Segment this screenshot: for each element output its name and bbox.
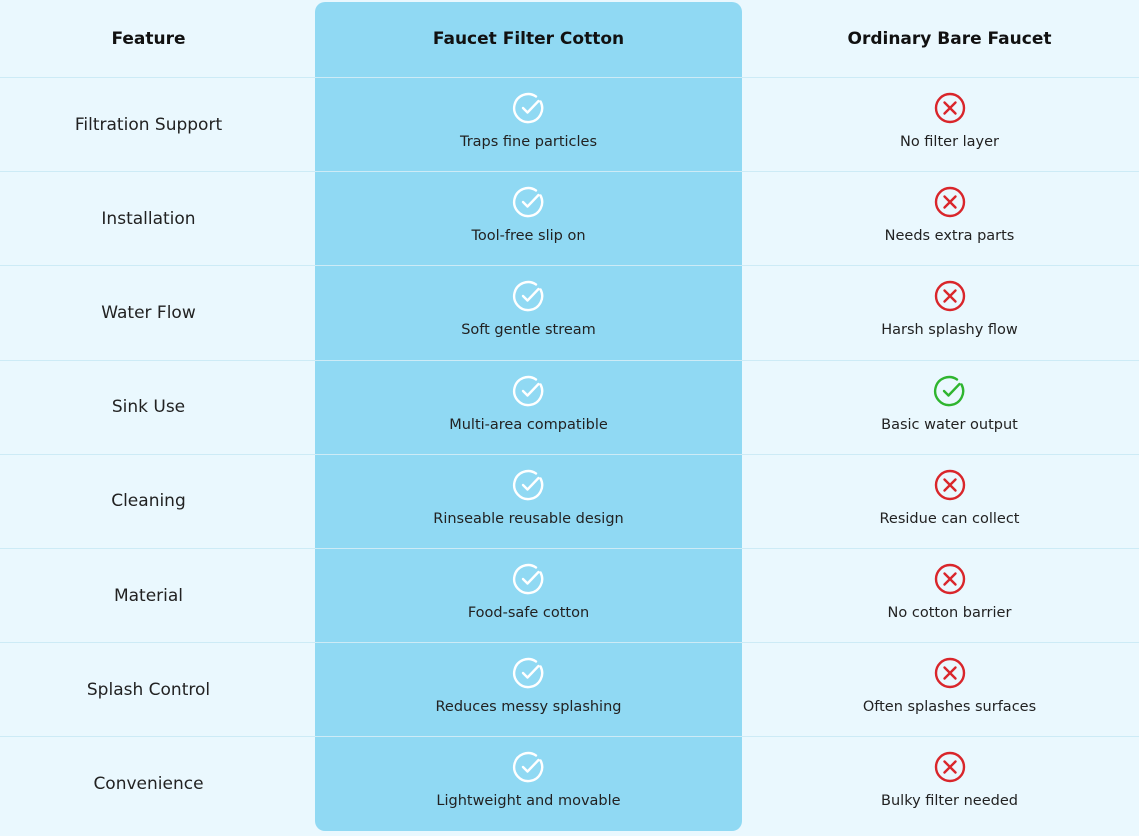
table-row: Material Food-safe cotton No cotton barrie… [0,548,1139,642]
header-competitor: Ordinary Bare Faucet [847,28,1052,49]
feature-label: Splash Control [86,679,211,700]
cross-icon [933,185,967,219]
competitor-description: No cotton barrier [887,605,1012,621]
feature-label: Material [113,585,184,606]
competitor-cell: Needs extra parts [760,172,1139,265]
competitor-description: Bulky filter needed [881,793,1018,810]
feature-label: Installation [101,208,196,229]
table-row: Splash Control Reduces messy splashing Oft… [0,642,1139,736]
header-product: Faucet Filter Cotton [432,28,625,49]
competitor-cell: Often splashes surfaces [760,643,1139,736]
product-description: Soft gentle stream [461,322,596,339]
header-feature: Feature [111,28,186,49]
feature-label: Cleaning [111,491,186,512]
table-row: Convenience Lightweight and movable Bulky … [0,736,1139,830]
competitor-cell: No cotton barrier [760,549,1139,642]
product-description: Rinseable reusable design [433,510,624,527]
table-row: Cleaning Rinseable reusable design Residue… [0,453,1139,548]
product-description: Multi-area compatible [449,416,608,433]
product-cell: Rinseable reusable design [315,455,742,548]
competitor-cell: Residue can collect [760,455,1139,548]
header-row: Feature Faucet Filter Cotton Ordinary Ba… [0,0,1139,77]
check-icon [512,468,546,502]
product-cell: Lightweight and movable [315,737,742,830]
product-description: Traps fine particles [459,134,598,150]
competitor-description: Harsh splashy flow [881,322,1018,339]
check-icon [512,562,546,596]
table-row: Installation Tool-free slip on Needs extra… [0,171,1139,265]
competitor-cell: Bulky filter needed [760,737,1139,830]
check-icon [512,279,546,313]
competitor-description: Residue can collect [879,510,1020,527]
highlighted-product-column [315,2,742,831]
competitor-cell: No filter layer [760,78,1139,171]
table-row: Water Flow Soft gentle stream Harsh splash… [0,265,1139,359]
feature-label: Filtration Support [74,114,223,135]
product-cell: Soft gentle stream [315,266,742,359]
cross-icon [933,279,967,313]
product-description: Lightweight and movable [436,793,621,810]
product-description: Reduces messy splashing [435,699,622,716]
cross-icon [933,562,967,596]
product-cell: Food-safe cotton [315,549,742,642]
product-description: Tool-free slip on [471,228,586,245]
product-description: Food-safe cotton [467,605,590,621]
cross-icon [933,468,967,502]
check-icon [512,185,546,219]
cross-icon [933,750,967,784]
table-row: Sink Use Multi-area compatible Basic water… [0,359,1139,454]
competitor-cell: Harsh splashy flow [760,266,1139,359]
check-icon [512,750,546,784]
cross-icon [933,656,967,690]
competitor-description: No filter layer [899,134,1000,150]
feature-label: Sink Use [111,397,186,418]
competitor-description: Basic water output [881,416,1018,433]
table-row: Filtration Support Traps fine particles No… [0,77,1139,171]
feature-label: Water Flow [101,302,196,323]
product-cell: Tool-free slip on [315,172,742,265]
green-check-icon [933,374,967,408]
feature-label: Convenience [93,773,204,794]
product-cell: Multi-area compatible [315,361,742,454]
check-icon [512,91,546,125]
product-cell: Traps fine particles [315,78,742,171]
cross-icon [933,91,967,125]
competitor-cell: Basic water output [760,361,1139,454]
competitor-description: Needs extra parts [884,228,1015,245]
competitor-description: Often splashes surfaces [862,699,1037,716]
product-cell: Reduces messy splashing [315,643,742,736]
check-icon [512,374,546,408]
check-icon [512,656,546,690]
